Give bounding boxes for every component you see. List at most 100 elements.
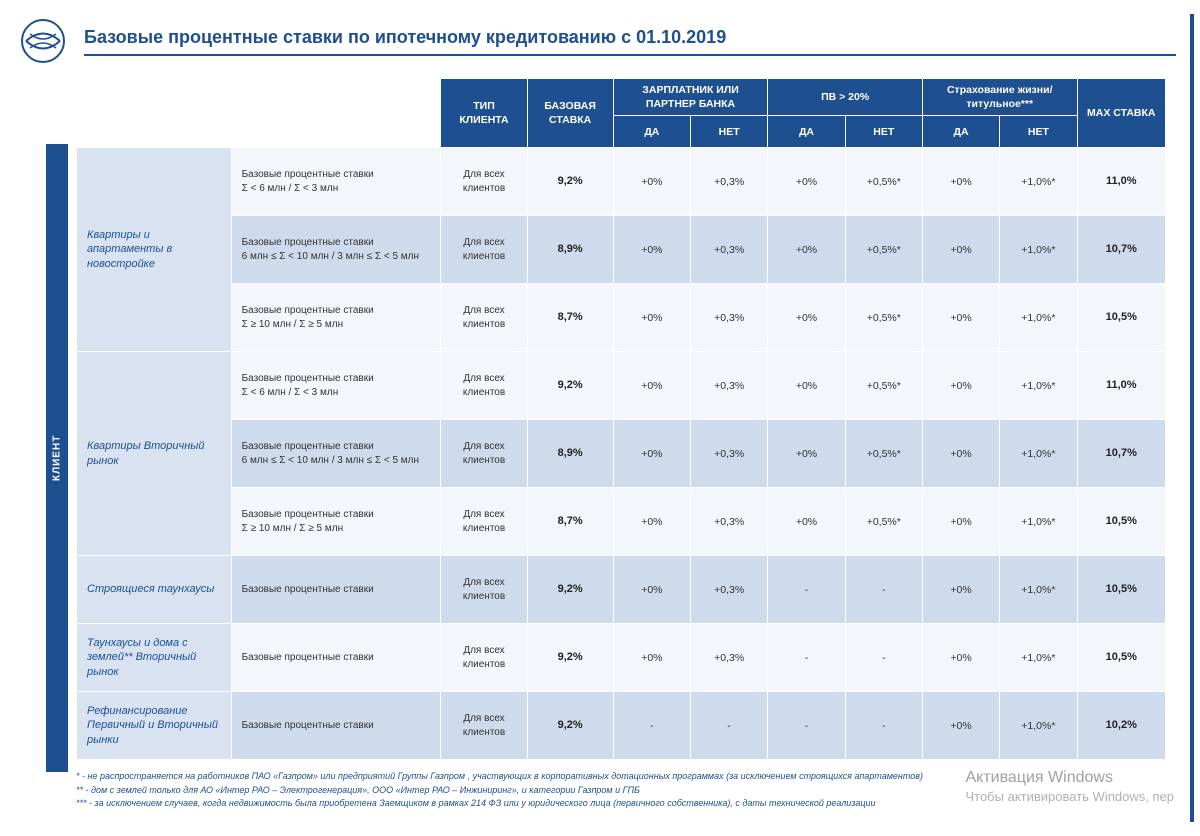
value-cell: +0% <box>613 624 690 692</box>
right-border-bar <box>1190 14 1194 822</box>
desc-cell: Базовые процентные ставки6 млн ≤ Σ < 10 … <box>231 420 441 488</box>
value-cell: +0% <box>922 420 999 488</box>
value-cell: - <box>768 624 845 692</box>
value-cell: 9,2% <box>527 352 613 420</box>
desc-cell: Базовые процентные ставки <box>231 692 441 760</box>
value-cell: 9,2% <box>527 148 613 216</box>
value-cell: +0% <box>922 216 999 284</box>
value-cell: +0,5%* <box>845 420 922 488</box>
value-cell: +0,5%* <box>845 488 922 556</box>
value-cell: +1,0%* <box>1000 624 1077 692</box>
value-cell: +1,0%* <box>1000 488 1077 556</box>
table-row: Таунхаусы и дома с землей** Вторичный ры… <box>77 624 1166 692</box>
category-cell: Таунхаусы и дома с землей** Вторичный ры… <box>77 624 232 692</box>
table-row: Рефинансирование Первичный и Вторичный р… <box>77 692 1166 760</box>
client-type-cell: Для всех клиентов <box>441 148 527 216</box>
table-row: Квартиры и апартаменты в новостройкеБазо… <box>77 148 1166 216</box>
value-cell: 8,7% <box>527 488 613 556</box>
category-cell: Рефинансирование Первичный и Вторичный р… <box>77 692 232 760</box>
category-cell: Квартиры и апартаменты в новостройке <box>77 148 232 352</box>
value-cell: - <box>768 556 845 624</box>
value-cell: +0,3% <box>691 148 768 216</box>
value-cell: +0% <box>613 148 690 216</box>
windows-activation-watermark: Активация Windows Чтобы активировать Win… <box>965 767 1174 806</box>
category-cell: Квартиры Вторичный рынок <box>77 352 232 556</box>
page-title: Базовые процентные ставки по ипотечному … <box>84 27 1176 56</box>
th-max-rate: MAX СТАВКА <box>1077 79 1165 148</box>
value-cell: 8,7% <box>527 284 613 352</box>
client-type-cell: Для всех клиентов <box>441 352 527 420</box>
value-cell: 8,9% <box>527 216 613 284</box>
value-cell: +1,0%* <box>1000 692 1077 760</box>
desc-cell: Базовые процентные ставкиΣ < 6 млн / Σ <… <box>231 352 441 420</box>
th-no: НЕТ <box>691 116 768 148</box>
value-cell: - <box>845 556 922 624</box>
value-cell: +0% <box>768 216 845 284</box>
desc-cell: Базовые процентные ставкиΣ ≥ 10 млн / Σ … <box>231 284 441 352</box>
th-base-rate: БАЗОВАЯ СТАВКА <box>527 79 613 148</box>
value-cell: +0% <box>922 692 999 760</box>
client-type-cell: Для всех клиентов <box>441 624 527 692</box>
value-cell: 10,5% <box>1077 488 1165 556</box>
category-cell: Строящиеся таунхаусы <box>77 556 232 624</box>
value-cell: +0,5%* <box>845 148 922 216</box>
desc-cell: Базовые процентные ставки <box>231 556 441 624</box>
value-cell: - <box>845 624 922 692</box>
value-cell: +0% <box>768 284 845 352</box>
value-cell: 10,2% <box>1077 692 1165 760</box>
value-cell: +1,0%* <box>1000 284 1077 352</box>
value-cell: +0% <box>613 216 690 284</box>
th-no: НЕТ <box>1000 116 1077 148</box>
watermark-title: Активация Windows <box>965 767 1174 789</box>
value-cell: +0,3% <box>691 216 768 284</box>
client-type-cell: Для всех клиентов <box>441 556 527 624</box>
value-cell: 10,5% <box>1077 284 1165 352</box>
table-row: Базовые процентные ставки6 млн ≤ Σ < 10 … <box>77 420 1166 488</box>
rates-table: ТИП КЛИЕНТА БАЗОВАЯ СТАВКА ЗАРПЛАТНИК ИЛ… <box>76 78 1166 760</box>
value-cell: - <box>613 692 690 760</box>
value-cell: +0% <box>768 420 845 488</box>
value-cell: +1,0%* <box>1000 420 1077 488</box>
table-row: Базовые процентные ставки6 млн ≤ Σ < 10 … <box>77 216 1166 284</box>
value-cell: +0% <box>613 352 690 420</box>
value-cell: - <box>691 692 768 760</box>
value-cell: 11,0% <box>1077 148 1165 216</box>
value-cell: +0% <box>613 556 690 624</box>
logo-icon <box>20 18 66 64</box>
table-row: Базовые процентные ставкиΣ ≥ 10 млн / Σ … <box>77 284 1166 352</box>
value-cell: +1,0%* <box>1000 352 1077 420</box>
value-cell: +0,3% <box>691 420 768 488</box>
value-cell: +0% <box>768 488 845 556</box>
value-cell: 9,2% <box>527 692 613 760</box>
value-cell: 9,2% <box>527 556 613 624</box>
value-cell: +1,0%* <box>1000 216 1077 284</box>
value-cell: - <box>768 692 845 760</box>
table-row: Базовые процентные ставкиΣ ≥ 10 млн / Σ … <box>77 488 1166 556</box>
value-cell: 11,0% <box>1077 352 1165 420</box>
value-cell: +0% <box>768 148 845 216</box>
table-row: Квартиры Вторичный рынокБазовые процентн… <box>77 352 1166 420</box>
client-type-cell: Для всех клиентов <box>441 692 527 760</box>
th-yes: ДА <box>768 116 845 148</box>
value-cell: - <box>845 692 922 760</box>
value-cell: 10,5% <box>1077 556 1165 624</box>
client-type-cell: Для всех клиентов <box>441 216 527 284</box>
th-pv20: ПВ > 20% <box>768 79 923 116</box>
value-cell: +0,3% <box>691 284 768 352</box>
value-cell: +0,3% <box>691 556 768 624</box>
value-cell: +0% <box>922 148 999 216</box>
th-yes: ДА <box>922 116 999 148</box>
client-type-cell: Для всех клиентов <box>441 284 527 352</box>
value-cell: +0% <box>613 420 690 488</box>
th-no: НЕТ <box>845 116 922 148</box>
value-cell: +1,0%* <box>1000 148 1077 216</box>
th-insurance: Страхование жизни/титульное*** <box>922 79 1077 116</box>
value-cell: +0% <box>613 488 690 556</box>
value-cell: +0% <box>768 352 845 420</box>
watermark-sub: Чтобы активировать Windows, пер <box>965 788 1174 806</box>
desc-cell: Базовые процентные ставкиΣ ≥ 10 млн / Σ … <box>231 488 441 556</box>
side-label: КЛИЕНТ <box>46 144 68 772</box>
value-cell: +0% <box>922 284 999 352</box>
value-cell: 9,2% <box>527 624 613 692</box>
value-cell: +0,3% <box>691 352 768 420</box>
